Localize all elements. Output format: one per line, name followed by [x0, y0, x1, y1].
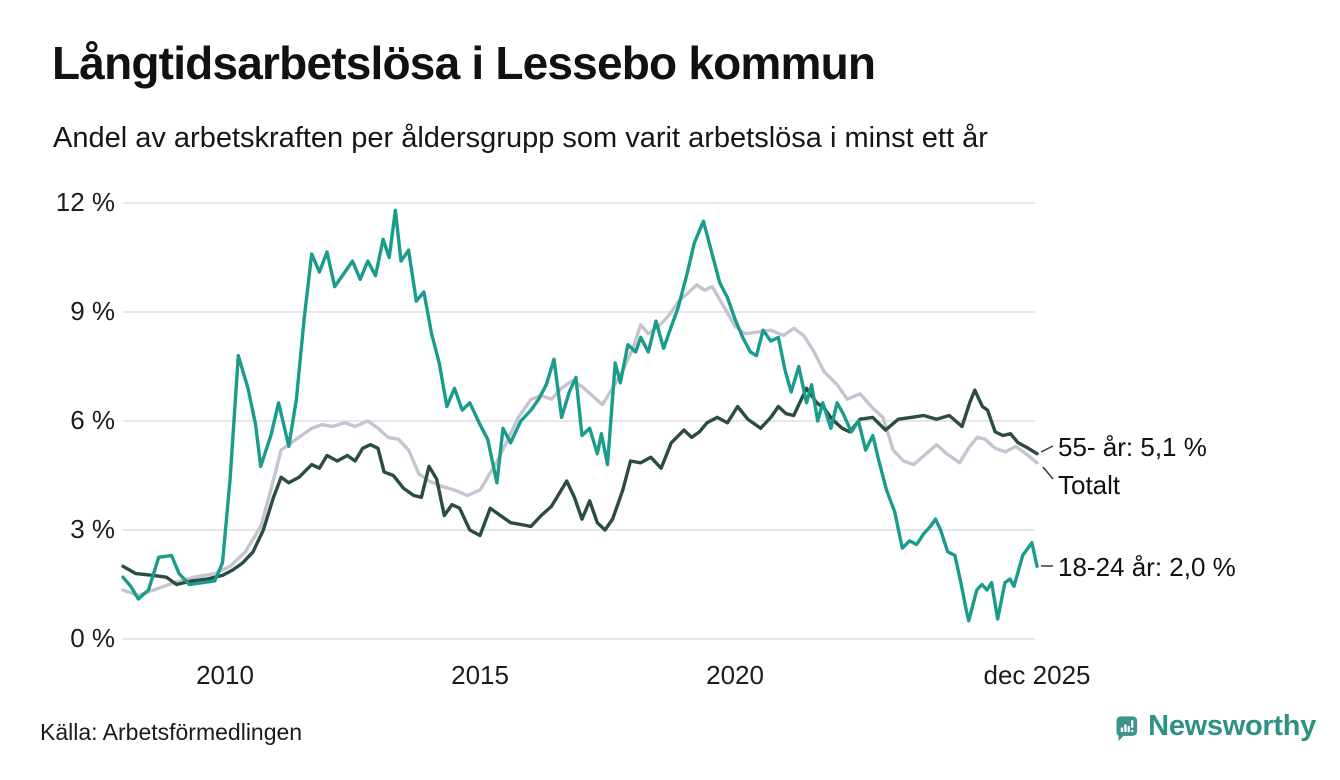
chart-series: [121, 208, 1039, 623]
brand-name: Newsworthy: [1148, 710, 1316, 742]
series-line-55-ar: [121, 386, 1039, 587]
exclamation-dot: [1131, 729, 1134, 733]
y-tick-label: 12 %: [55, 187, 115, 217]
y-tick-label: 9 %: [70, 296, 115, 326]
page-title: Långtidsarbetslösa i Lessebo kommun: [52, 37, 876, 89]
series-label-totalt: Totalt: [1058, 470, 1121, 500]
series-line-totalt: [121, 283, 1039, 598]
bar-short: [1120, 727, 1124, 733]
x-tick-label: 2010: [196, 660, 254, 690]
series-label-18-24-ar: 18-24 år: 2,0 %: [1058, 552, 1236, 582]
source-note: Källa: Arbetsförmedlingen: [40, 719, 303, 745]
newsworthy-icon: [1116, 716, 1138, 742]
page-subtitle: Andel av arbetskraften per åldersgrupp s…: [53, 122, 988, 154]
brand-logo: Newsworthy: [1116, 704, 1316, 756]
x-tick-label: dec 2025: [983, 660, 1091, 690]
series-line-18-24-ar: [121, 208, 1039, 623]
speech-bubble-shape: [1116, 716, 1138, 742]
bar-medium: [1127, 725, 1130, 733]
y-tick-label: 0 %: [70, 623, 115, 653]
label-connectors: [1040, 445, 1054, 567]
series-label-55-ar: 55- år: 5,1 %: [1058, 432, 1207, 462]
y-tick-label: 3 %: [70, 514, 115, 544]
x-tick-label: 2020: [706, 660, 764, 690]
connector-55-ar: [1040, 445, 1054, 453]
bar-tall: [1124, 724, 1127, 733]
connector-totalt: [1042, 466, 1054, 480]
y-tick-label: 6 %: [70, 405, 115, 435]
x-tick-label: 2015: [451, 660, 509, 690]
exclamation-stem: [1131, 720, 1134, 728]
